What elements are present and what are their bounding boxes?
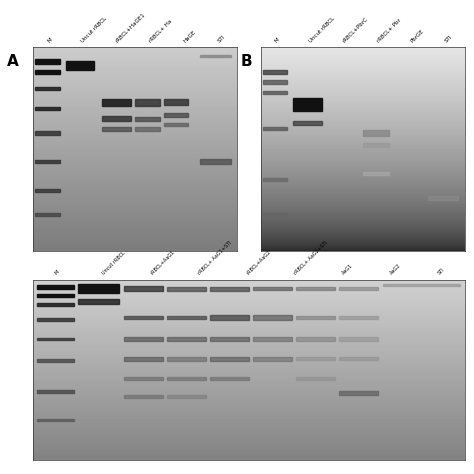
Bar <box>124 316 163 319</box>
Text: A: A <box>7 54 18 69</box>
Text: rRBCL+ AaG1+STI: rRBCL+ AaG1+STI <box>197 240 233 276</box>
Text: Uncut rRBCL: Uncut rRBCL <box>308 16 336 43</box>
Text: AaG1: AaG1 <box>341 263 354 276</box>
Bar <box>253 315 292 320</box>
Bar <box>135 99 160 106</box>
Bar <box>253 287 292 291</box>
Bar <box>263 70 287 73</box>
Bar <box>167 395 206 398</box>
Bar <box>135 117 160 121</box>
Bar <box>210 357 249 361</box>
Bar <box>167 357 206 361</box>
Bar <box>428 196 458 200</box>
Text: M: M <box>54 270 60 276</box>
Text: M: M <box>46 36 54 43</box>
Text: rRBCL+ Ha: rRBCL+ Ha <box>148 18 173 43</box>
Bar <box>37 419 74 421</box>
Bar <box>339 391 378 395</box>
Bar <box>35 213 60 216</box>
Bar <box>124 357 163 361</box>
Bar <box>339 357 378 360</box>
Text: AaG2: AaG2 <box>389 263 402 276</box>
Bar <box>164 100 188 106</box>
Bar <box>296 287 335 290</box>
Text: Uncut rRBCL: Uncut rRBCL <box>101 251 127 276</box>
Bar <box>37 285 74 289</box>
Bar <box>37 359 74 362</box>
Bar <box>293 99 322 110</box>
Bar <box>293 121 322 125</box>
Bar <box>339 337 378 341</box>
Bar <box>296 377 335 380</box>
Text: B: B <box>240 54 252 69</box>
Bar <box>339 287 378 290</box>
Text: rRBCL+AaG1: rRBCL+AaG1 <box>149 250 176 276</box>
Bar <box>66 61 94 70</box>
Bar <box>253 357 292 361</box>
Bar <box>296 337 335 341</box>
Bar <box>363 130 389 136</box>
Bar <box>167 377 206 380</box>
Bar <box>35 70 60 73</box>
Bar <box>135 128 160 130</box>
Text: Uncut rRBCL: Uncut rRBCL <box>81 16 108 43</box>
Bar <box>102 128 131 130</box>
Bar <box>35 107 60 110</box>
Bar <box>210 377 249 380</box>
Bar <box>263 91 287 94</box>
Bar <box>263 213 287 216</box>
Bar <box>296 316 335 319</box>
Text: PbrGE: PbrGE <box>410 28 425 43</box>
Text: STI: STI <box>217 34 226 43</box>
Bar <box>210 287 249 291</box>
Bar <box>210 337 249 341</box>
Text: STI: STI <box>437 267 446 276</box>
Bar <box>37 338 74 340</box>
Bar <box>35 87 60 90</box>
Text: STI: STI <box>444 34 454 43</box>
Bar <box>363 143 389 147</box>
Bar <box>35 131 60 135</box>
Bar <box>201 159 231 164</box>
Bar <box>210 315 249 320</box>
Text: rRBCL+ Pbr: rRBCL+ Pbr <box>376 18 402 43</box>
Bar <box>363 172 389 175</box>
Bar <box>167 287 206 291</box>
Bar <box>35 59 60 64</box>
Bar <box>37 390 74 392</box>
Text: rRBCL+AaG2: rRBCL+AaG2 <box>246 250 272 276</box>
Bar <box>124 286 163 291</box>
Bar <box>263 178 287 182</box>
Bar <box>102 99 131 106</box>
Bar <box>167 337 206 341</box>
Bar <box>167 316 206 319</box>
Text: HaGE: HaGE <box>182 29 197 43</box>
Text: M: M <box>274 36 281 43</box>
Bar <box>164 123 188 127</box>
Bar <box>339 316 378 319</box>
Bar <box>124 377 163 380</box>
Text: rRBCL+ AaG2+STI: rRBCL+ AaG2+STI <box>293 240 329 276</box>
Bar <box>124 337 163 341</box>
Bar <box>79 299 119 303</box>
Bar <box>164 113 188 117</box>
Bar <box>37 294 74 298</box>
Bar <box>263 81 287 84</box>
Text: rRBCL+HaGE1: rRBCL+HaGE1 <box>115 12 146 43</box>
Bar <box>37 318 74 320</box>
Bar <box>35 160 60 163</box>
Bar <box>383 284 460 286</box>
Bar <box>253 337 292 341</box>
Bar <box>201 55 231 56</box>
Bar <box>37 303 74 306</box>
Bar <box>296 357 335 360</box>
Bar <box>35 189 60 191</box>
Bar <box>124 395 163 398</box>
Bar <box>102 117 131 121</box>
Bar <box>79 284 119 293</box>
Text: rRBCL+PbrC: rRBCL+PbrC <box>342 16 370 43</box>
Bar <box>263 128 287 130</box>
